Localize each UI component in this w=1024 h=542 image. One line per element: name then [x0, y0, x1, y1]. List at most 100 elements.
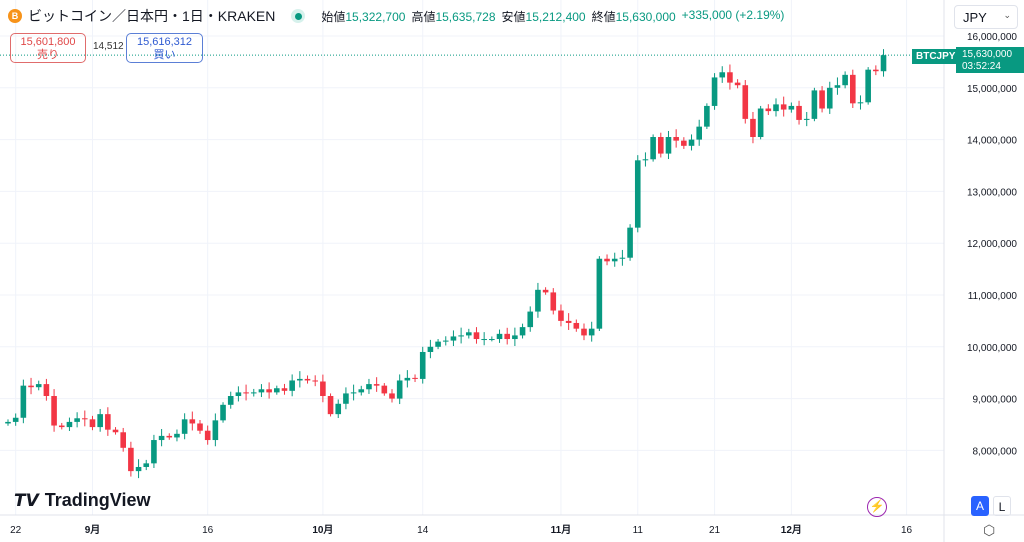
candle-body [82, 418, 88, 420]
candle-body [58, 425, 65, 428]
candle-body [28, 385, 34, 388]
candle-body [527, 311, 534, 328]
candle-body [588, 328, 595, 336]
candle-body [335, 403, 342, 415]
candle-body [473, 332, 480, 340]
candle-body [550, 292, 557, 311]
candle-body [51, 396, 57, 426]
auto-scale-button[interactable]: A [971, 496, 989, 516]
y-tick-label: 11,000,000 [968, 291, 1018, 302]
candle-body [35, 384, 42, 388]
candle-body [734, 82, 741, 86]
candle-body [688, 139, 695, 146]
candle-body [312, 380, 318, 382]
candle-body [143, 463, 150, 467]
lightning-icon[interactable]: ⚡ [867, 497, 887, 517]
candle-body [489, 339, 495, 341]
log-scale-button[interactable]: L [993, 496, 1011, 516]
sell-button[interactable]: 15,601,800 売り [10, 33, 86, 63]
candle-body [419, 351, 426, 379]
candle-body [780, 104, 787, 110]
candle-body [803, 118, 810, 120]
candle-body [673, 137, 679, 141]
candle-body [20, 385, 27, 418]
y-tick-label: 16,000,000 [967, 32, 1017, 43]
tv-logo-icon: 𝙏𝙑 [14, 490, 39, 510]
candle-body [227, 396, 234, 405]
y-tick-label: 14,000,000 [967, 136, 1017, 147]
candle-body [634, 160, 641, 228]
candle-body [304, 378, 311, 381]
candle-body [74, 418, 80, 422]
candle-body [243, 392, 249, 394]
settings-icon[interactable]: ⬡ [983, 522, 996, 538]
candle-body [358, 389, 365, 393]
candle-body [627, 227, 633, 258]
x-tick-label: 11月 [551, 524, 572, 536]
candle-body [512, 335, 518, 340]
last-price-label: 15,630,000 03:52:24 [956, 47, 1024, 73]
candle-body [665, 137, 672, 154]
candle-body [565, 320, 572, 323]
candle-body [274, 388, 280, 393]
candle-body [404, 377, 411, 381]
x-tick-label: 12月 [781, 524, 802, 536]
candle-body [396, 380, 403, 399]
candle-body [366, 384, 372, 390]
x-tick-label: 10月 [312, 524, 333, 536]
candle-body [619, 257, 626, 259]
candle-body [327, 396, 334, 415]
candle-body [880, 55, 887, 72]
x-tick-label: 14 [417, 525, 429, 536]
candle-body [750, 118, 756, 138]
candle-body [389, 393, 395, 399]
candle-body [266, 389, 272, 393]
candle-body [658, 137, 664, 154]
candle-body [788, 105, 795, 110]
buy-button[interactable]: 15,616,312 買い [126, 33, 203, 63]
candle-body [596, 258, 603, 329]
market-open-status-icon [291, 9, 306, 23]
x-tick-label: 22 [10, 525, 22, 536]
tradingview-logo[interactable]: 𝙏𝙑 TradingView [14, 490, 151, 510]
x-tick-label: 9月 [85, 524, 101, 536]
candle-body [711, 77, 718, 106]
spread-value: 14,512 [93, 41, 124, 52]
candle-body [181, 419, 188, 434]
candle-body [573, 322, 580, 329]
candle-body [757, 108, 764, 138]
candle-body [289, 380, 295, 391]
candle-body [373, 384, 380, 386]
y-tick-label: 15,000,000 [967, 84, 1017, 95]
candle-body [873, 69, 879, 72]
candle-body [166, 435, 173, 438]
candle-body [581, 328, 587, 336]
candle-body [826, 87, 833, 109]
candle-body [212, 420, 219, 441]
symbol-title[interactable]: ビットコイン／日本円・1日・KRAKEN [28, 8, 276, 24]
y-tick-label: 10,000,000 [967, 343, 1017, 354]
candle-body [558, 310, 564, 321]
candle-body [819, 90, 825, 109]
price-change: +335,000 (+2.19%) [681, 7, 785, 22]
candle-body [796, 105, 802, 120]
currency-select[interactable]: JPY ⌄ [954, 5, 1018, 29]
candle-body [5, 421, 11, 424]
candle-body [435, 341, 441, 347]
x-tick-label: 21 [709, 525, 721, 536]
candle-body [519, 327, 526, 336]
y-tick-label: 8,000,000 [973, 446, 1018, 457]
candle-body [105, 414, 111, 430]
candle-body [450, 336, 457, 341]
candle-body [112, 429, 119, 433]
candle-body [189, 419, 196, 424]
candle-body [12, 417, 19, 422]
candle-body [66, 421, 73, 428]
chevron-down-icon: ⌄ [1003, 10, 1011, 20]
candle-body [427, 346, 434, 352]
candle-body [174, 433, 180, 438]
candle-body [97, 414, 103, 428]
candle-body [650, 137, 656, 160]
candle-body [235, 392, 242, 397]
